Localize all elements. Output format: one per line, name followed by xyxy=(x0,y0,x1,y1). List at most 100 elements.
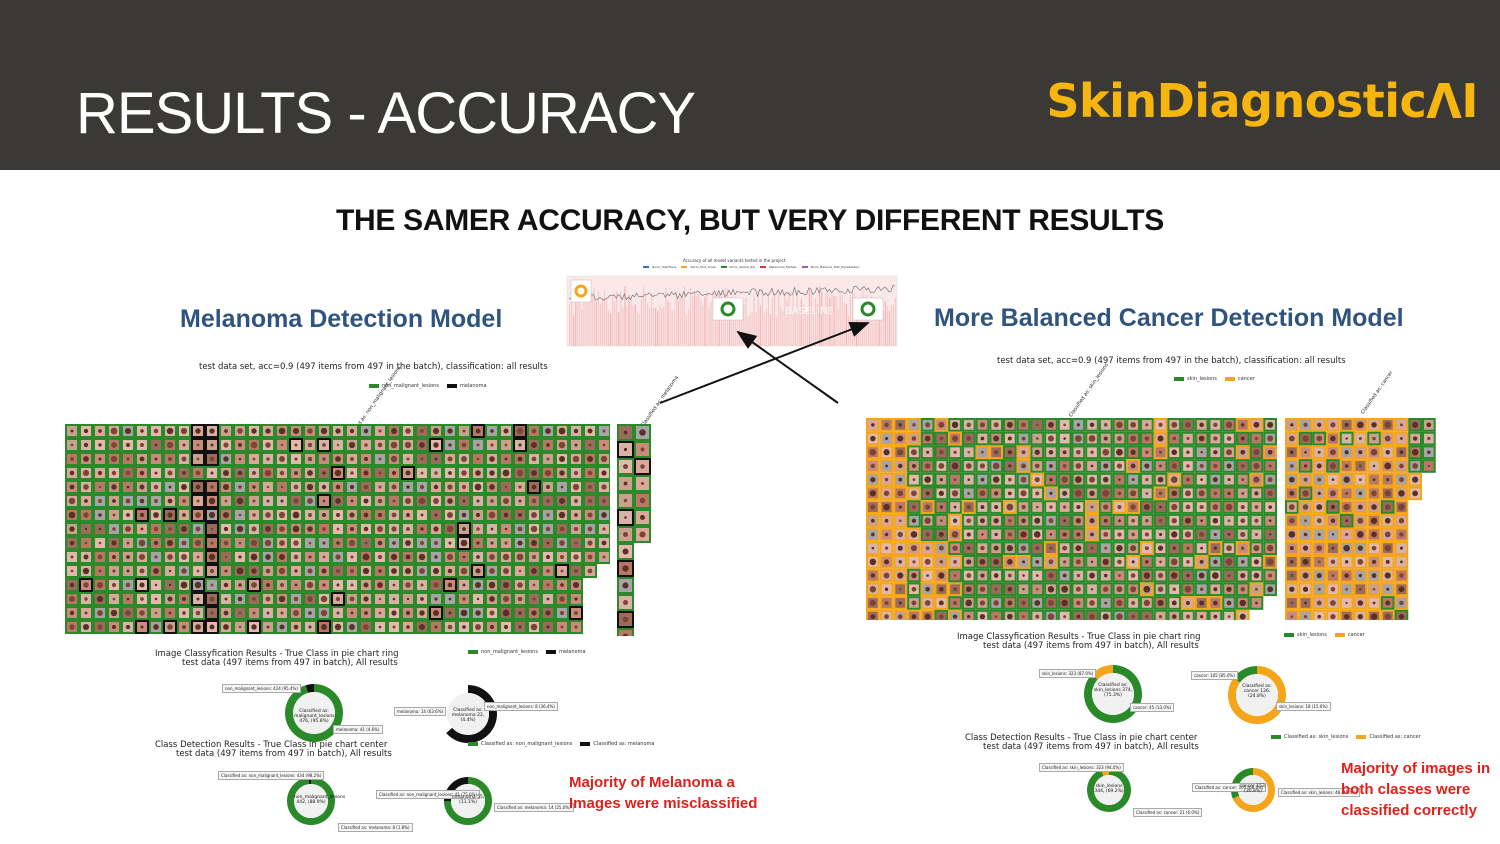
grid-cell-lesion xyxy=(475,470,481,476)
grid-cell-lesion xyxy=(139,568,145,574)
accuracy-bar xyxy=(843,302,845,346)
grid-cell-lesion xyxy=(1035,491,1040,496)
donut-center-fill xyxy=(1092,673,1134,715)
grid-cell-lesion xyxy=(154,555,158,559)
grid-cell-lesion xyxy=(264,539,272,547)
grid-cell-lesion xyxy=(154,611,158,615)
grid-cell-lesion xyxy=(546,597,550,601)
grid-cell-lesion xyxy=(546,485,550,489)
grid-cell-lesion xyxy=(84,597,88,601)
grid-cell-lesion xyxy=(993,518,999,524)
grid-cell-lesion xyxy=(1345,601,1348,605)
donut-slice xyxy=(287,777,335,825)
grid-cell-lesion xyxy=(166,441,174,449)
grid-cell-lesion xyxy=(461,456,467,462)
grid-cell-lesion xyxy=(897,545,903,551)
grid-cell-lesion xyxy=(1063,560,1067,564)
grid-cell-lesion xyxy=(546,541,550,545)
grid-cell-lesion xyxy=(516,469,524,477)
grid-cell-lesion xyxy=(377,512,383,518)
grid-cell-lesion xyxy=(238,485,242,489)
grid-cell-lesion xyxy=(1157,599,1164,607)
grid-cell-lesion xyxy=(911,518,917,523)
grid-cell-lesion xyxy=(898,463,903,469)
grid-cell-lesion xyxy=(531,554,537,560)
grid-cell-lesion xyxy=(503,582,509,588)
grid-cell-lesion xyxy=(587,554,593,560)
grid-cell-lesion xyxy=(1145,519,1149,523)
grid-cell-lesion xyxy=(1254,532,1258,536)
grid-cell-lesion xyxy=(1371,531,1377,538)
right-donut4-center: cancer 153, (30.8%) xyxy=(1239,784,1267,794)
grid-cell-lesion xyxy=(870,435,876,442)
grid-cell-lesion xyxy=(154,443,158,447)
grid-cell-lesion xyxy=(462,499,466,503)
grid-cell-lesion xyxy=(1061,599,1068,607)
grid-cell-lesion xyxy=(98,541,102,545)
right-image-grid-side xyxy=(1285,418,1436,620)
accuracy-bar xyxy=(651,293,653,346)
grid-cell-lesion xyxy=(574,625,578,629)
grid-cell-lesion xyxy=(238,625,242,629)
grid-cell-lesion xyxy=(1316,572,1322,579)
grid-cell-lesion xyxy=(587,568,593,574)
accuracy-bar xyxy=(759,305,761,346)
grid-cell-lesion xyxy=(293,554,299,560)
grid-cell-lesion xyxy=(209,568,215,574)
grid-cell-lesion xyxy=(418,553,426,561)
grid-cell-lesion xyxy=(280,485,284,489)
accuracy-bar xyxy=(829,297,831,346)
grid-cell-lesion xyxy=(910,545,917,552)
grid-cell-lesion xyxy=(1345,437,1348,440)
grid-cell-lesion xyxy=(1090,532,1094,537)
left-donut-true-nonmalignant xyxy=(287,777,335,825)
grid-cell-lesion xyxy=(574,513,578,517)
grid-cell-lesion xyxy=(306,581,314,589)
grid-cell-lesion xyxy=(1103,504,1109,510)
grid-cell-lesion xyxy=(474,483,482,491)
grid-cell-lesion xyxy=(1075,518,1081,524)
grid-cell-lesion xyxy=(476,527,480,531)
grid-cell-lesion xyxy=(1384,490,1391,497)
grid-cell-lesion xyxy=(1371,422,1377,428)
grid-cell-lesion xyxy=(195,610,201,616)
grid-cell-lesion xyxy=(335,484,341,490)
accuracy-bar xyxy=(894,297,897,346)
grid-cell-lesion xyxy=(1253,462,1260,470)
grid-cell-lesion xyxy=(223,582,229,588)
grid-cell-lesion xyxy=(112,513,116,517)
grid-cell-lesion xyxy=(420,583,424,587)
header-bar xyxy=(0,0,1500,170)
grid-cell-lesion xyxy=(419,442,425,448)
grid-cell-lesion xyxy=(321,568,327,574)
grid-cell-lesion xyxy=(1047,435,1055,442)
grid-cell-lesion xyxy=(1412,421,1419,428)
left-ring-title: Image Classyfication Results - True Clas… xyxy=(155,649,399,659)
accuracy-bar xyxy=(585,302,587,346)
accuracy-bar xyxy=(603,290,606,346)
left-donut2-label-b: non_malignant_lesions: 8 (36.4%) xyxy=(484,702,558,711)
grid-cell-lesion xyxy=(265,596,271,602)
grid-cell-lesion xyxy=(210,527,214,531)
grid-cell-lesion xyxy=(601,484,607,490)
grid-cell-lesion xyxy=(335,568,341,574)
left-grid-legend: non_malignant_lesions melanoma xyxy=(369,383,487,389)
accuracy-bar xyxy=(704,296,706,346)
grid-cell-lesion xyxy=(1118,478,1121,481)
grid-cell-lesion xyxy=(1227,478,1231,482)
grid-cell-lesion xyxy=(1253,476,1260,483)
grid-cell-lesion xyxy=(1116,613,1123,620)
grid-cell-lesion xyxy=(884,532,889,537)
grid-cell-lesion xyxy=(1102,613,1109,620)
grid-cell-lesion xyxy=(503,568,509,574)
grid-cell-lesion xyxy=(1047,421,1054,428)
grid-cell-lesion xyxy=(503,428,509,434)
grid-cell-lesion xyxy=(1358,573,1363,578)
grid-cell-lesion xyxy=(1213,532,1217,537)
accuracy-bar xyxy=(659,305,661,346)
left-image-grid-main xyxy=(65,424,610,634)
grid-cell-lesion xyxy=(1357,559,1364,565)
grid-cell-lesion xyxy=(97,624,103,630)
accuracy-bar xyxy=(595,301,597,346)
grid-cell-lesion xyxy=(1239,613,1246,620)
